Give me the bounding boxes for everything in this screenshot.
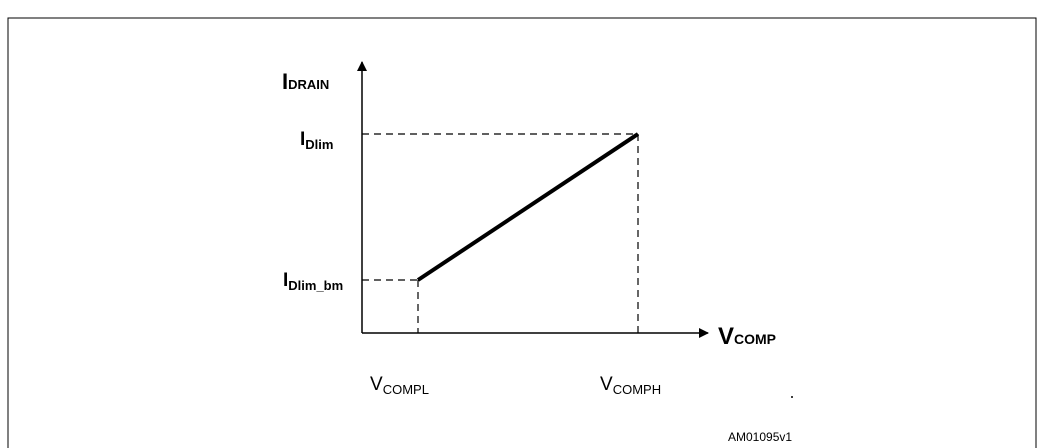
x-level-label: VCOMPL [370, 374, 429, 397]
y-level-label: IDlim [300, 129, 333, 152]
footer-code: AM01095v1 [728, 430, 792, 444]
frame [7, 17, 1037, 448]
dot [791, 396, 793, 398]
x-axis-label: VCOMP [718, 323, 776, 350]
guides [362, 133, 639, 333]
y-level-label: IDlim_bm [283, 270, 343, 293]
x-level-label: VCOMPH [600, 374, 661, 397]
curve [416, 132, 640, 282]
y-axis-label: IDRAIN [282, 69, 329, 94]
